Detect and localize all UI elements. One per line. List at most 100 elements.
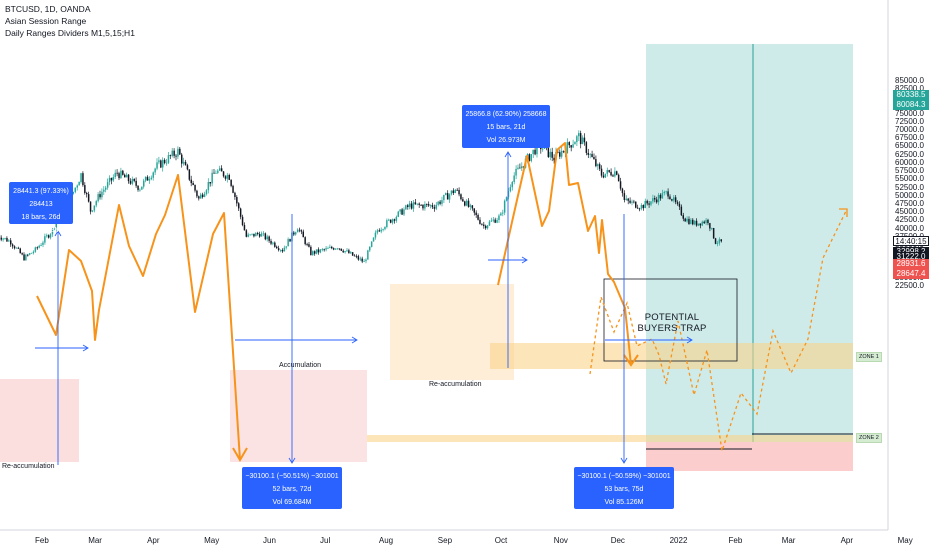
re-accumulation-label-2: Re-accumulation — [429, 381, 482, 388]
candle-body — [232, 185, 234, 193]
projection-arrow — [839, 208, 848, 217]
candle-body — [144, 176, 147, 181]
candle-body — [530, 154, 532, 161]
candle-body — [378, 230, 380, 232]
measure-3-arrow-down — [288, 457, 296, 464]
candle-body — [74, 187, 76, 192]
candle-body — [287, 239, 289, 247]
candle-body — [217, 170, 219, 173]
candle-body — [623, 193, 626, 200]
candle-body — [192, 183, 194, 185]
candle-body — [479, 219, 481, 224]
candle-body — [621, 188, 624, 194]
candle-body — [610, 171, 612, 176]
projection-path — [589, 208, 848, 452]
candle-body — [80, 173, 82, 182]
candle-body — [234, 192, 236, 197]
candle-body — [427, 204, 430, 206]
candle-body — [325, 248, 327, 250]
candle-body — [699, 223, 702, 226]
candle-body — [93, 205, 96, 211]
candle-body — [435, 204, 437, 209]
indicator-daily-dividers[interactable]: Daily Ranges Dividers M1,5,15;H1 — [5, 28, 135, 38]
price-label: 28931.6 — [893, 259, 929, 269]
candle-body — [441, 200, 443, 204]
candle-body — [633, 201, 635, 203]
time-tick-label: May — [204, 536, 220, 545]
measure-4-bars: 53 bars, 75d — [604, 486, 644, 493]
time-tick-label: Feb — [35, 536, 49, 545]
candle-body — [334, 248, 337, 250]
candle-body — [410, 203, 413, 209]
candle-body — [165, 162, 168, 164]
symbol-title: BTCUSD, 1D, OANDA — [5, 4, 91, 14]
candle-body — [671, 199, 673, 201]
candle-body — [619, 181, 622, 189]
candle-body — [49, 234, 52, 238]
measure-box-3[interactable]: −30100.1 (−50.51%) −301001 52 bars, 72d … — [242, 467, 342, 509]
candle-body — [674, 197, 677, 203]
candle-body — [247, 234, 249, 237]
candle-body — [141, 186, 143, 190]
candle-body — [277, 248, 280, 250]
candle-body — [627, 198, 629, 201]
price-tick-label: 72500.0 — [895, 116, 924, 126]
candle-body — [188, 169, 191, 180]
candle-body — [125, 174, 128, 178]
measure-box-2[interactable]: 25866.8 (62.90%) 258668 15 bars, 21d Vol… — [462, 105, 550, 148]
candle-body — [560, 150, 563, 157]
measure-box-1[interactable]: 28441.3 (97.33%) 284413 18 bars, 26d Vol… — [9, 182, 73, 234]
candle-body — [361, 258, 363, 262]
candle-body — [154, 168, 156, 173]
candle-body — [557, 152, 559, 153]
candle-body — [276, 246, 278, 249]
candle-body — [591, 154, 593, 157]
candle-body — [251, 233, 253, 235]
candle-body — [108, 177, 111, 183]
candle-body — [494, 219, 496, 223]
candle-body — [534, 149, 536, 155]
candle-body — [587, 152, 589, 155]
time-tick-label: Oct — [494, 536, 508, 545]
candle-body — [279, 250, 282, 251]
measure-1-change: 28441.3 (97.33%) 284413 — [13, 188, 69, 208]
candle-body — [583, 137, 586, 143]
indicator-asian-session[interactable]: Asian Session Range — [5, 16, 87, 26]
candle-body — [266, 236, 268, 240]
candle-body — [652, 198, 654, 202]
candle-body — [606, 170, 608, 174]
time-tick-label: Aug — [378, 536, 394, 545]
candle-body — [498, 215, 500, 220]
candle-body — [84, 185, 86, 193]
candle-body — [338, 248, 341, 250]
stop-zone — [646, 442, 853, 471]
candle-body — [310, 246, 312, 255]
measure-4-arrow-right — [686, 336, 693, 344]
candle-body — [0, 237, 2, 240]
candle-body — [89, 201, 92, 212]
candle-body — [2, 238, 4, 240]
candle-body — [211, 172, 213, 184]
candle-body — [386, 220, 388, 227]
price-tick-label: 50000.0 — [895, 190, 924, 200]
candle-body — [350, 252, 352, 254]
candle-body — [53, 228, 56, 230]
candle-body — [403, 209, 405, 215]
candle-body — [281, 250, 284, 252]
candle-body — [705, 219, 707, 224]
measure-box-4[interactable]: −30100.1 (−50.59%) −301001 53 bars, 75d … — [574, 467, 674, 509]
candle-body — [483, 224, 485, 226]
candle-body — [207, 182, 210, 191]
candle-body — [625, 198, 627, 200]
candle-body — [667, 191, 669, 197]
candle-body — [593, 157, 595, 160]
re-accumulation-label-1: Re-accumulation — [2, 463, 55, 470]
candle-body — [137, 185, 139, 190]
candle-body — [173, 150, 175, 156]
candle-body — [701, 221, 703, 226]
candle-body — [562, 150, 565, 152]
measure-4-arrow-down — [620, 457, 628, 464]
measure-3-change: −30100.1 (−50.51%) −301001 — [245, 473, 339, 480]
candle-body — [239, 208, 242, 217]
